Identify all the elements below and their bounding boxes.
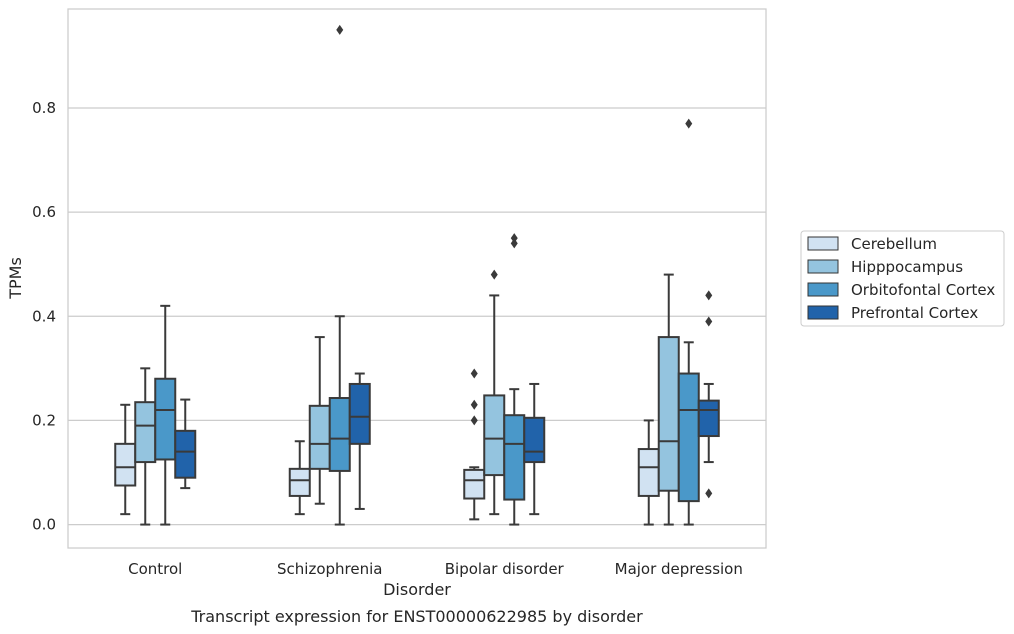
box-layer: [114, 24, 720, 526]
outlier-point: [705, 290, 713, 301]
box-iqr: [463, 468, 486, 500]
box-3-1: [348, 372, 371, 510]
box-2-1: [328, 24, 351, 526]
y-tick-label: 0.0: [32, 516, 56, 534]
box-3-0: [174, 398, 197, 490]
legend-swatch-cerebellum: [807, 236, 839, 251]
box-iqr: [523, 416, 546, 464]
box-iqr: [288, 467, 311, 497]
box-iqr: [637, 448, 660, 497]
box-0-0: [114, 403, 137, 516]
box-iqr: [134, 401, 157, 464]
box-0-2: [463, 368, 486, 521]
box-2-0: [154, 304, 177, 526]
box-iqr: [657, 336, 680, 492]
x-tick-label: Control: [128, 560, 182, 578]
box-iqr: [483, 394, 506, 477]
box-iqr: [697, 399, 720, 438]
box-1-3: [657, 273, 680, 526]
box-3-2: [523, 382, 546, 516]
box-iqr: [114, 442, 137, 487]
chart-caption: Transcript expression for ENST0000062298…: [190, 607, 643, 626]
y-axis-title: TPMs: [6, 257, 25, 300]
x-tick-labels: Control Schizophrenia Bipolar disorder Majo…: [128, 560, 743, 578]
box-1-0: [134, 367, 157, 526]
box-iqr: [174, 429, 197, 479]
legend-swatch-prefrontal: [807, 305, 839, 320]
box-iqr: [328, 397, 351, 472]
x-tick-label: Major depression: [615, 560, 743, 578]
y-tick-labels: 0.0 0.2 0.4 0.6 0.8: [32, 99, 56, 534]
outlier-point: [705, 488, 713, 499]
outlier-point: [336, 24, 344, 35]
legend-frame: [800, 230, 1005, 327]
box-1-2: [483, 269, 506, 516]
y-tick-label: 0.6: [32, 203, 56, 221]
outlier-point: [490, 269, 498, 280]
plot-frame: [67, 8, 767, 549]
x-tick-label: Bipolar disorder: [445, 560, 565, 578]
y-tick-label: 0.4: [32, 307, 56, 325]
legend: Cerebellum Hipppocampus Orbitofontal Cor…: [800, 230, 1005, 327]
box-0-1: [288, 440, 311, 516]
outlier-point: [470, 415, 478, 426]
y-tick-label: 0.2: [32, 411, 56, 429]
legend-label-orbitofrontal: Orbitofontal Cortex: [851, 281, 995, 299]
box-1-1: [308, 336, 331, 505]
box-0-3: [637, 419, 660, 526]
legend-label-cerebellum: Cerebellum: [851, 235, 937, 253]
outlier-point: [470, 368, 478, 379]
outlier-point: [470, 399, 478, 410]
outlier-point: [510, 233, 518, 244]
legend-label-hippocampus: Hipppocampus: [851, 258, 963, 276]
legend-label-prefrontal: Prefrontal Cortex: [851, 304, 978, 322]
x-axis-title: Disorder: [383, 580, 451, 599]
y-tick-label: 0.8: [32, 99, 56, 117]
box-iqr: [503, 414, 526, 501]
outlier-point: [705, 316, 713, 327]
x-tick-label: Schizophrenia: [277, 560, 382, 578]
outlier-point: [685, 118, 693, 129]
box-iqr: [308, 404, 331, 470]
box-iqr: [677, 372, 700, 503]
legend-swatch-hippocampus: [807, 259, 839, 274]
box-iqr: [348, 382, 371, 445]
legend-swatch-orbitofrontal: [807, 282, 839, 297]
box-3-3: [697, 290, 720, 499]
box-2-3: [677, 118, 700, 526]
box-iqr: [154, 377, 177, 461]
outlier-point: [510, 238, 518, 249]
box-2-2: [503, 233, 526, 526]
